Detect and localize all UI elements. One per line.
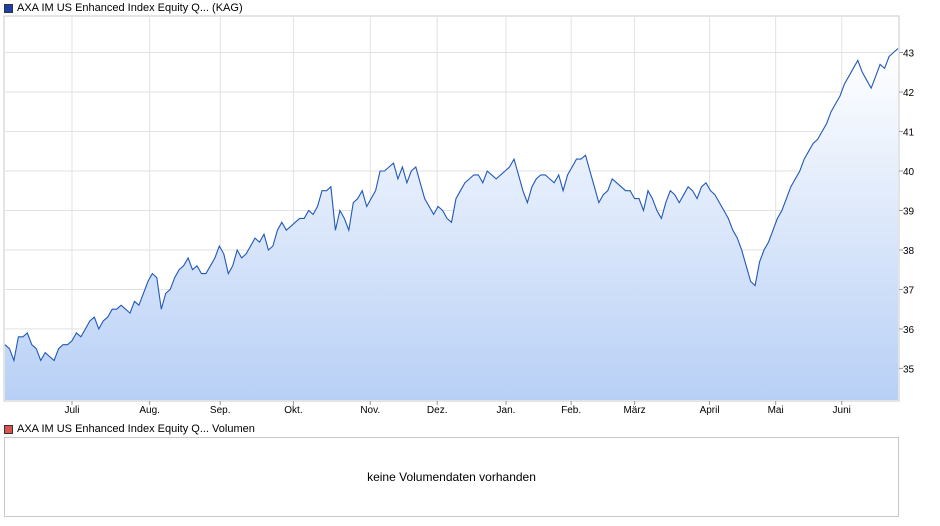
price-line (4, 48, 899, 363)
x-tick-label-Feb.: Feb. (561, 405, 581, 416)
y-tick-label-36: 36 (903, 325, 915, 336)
x-tick-label-April: April (700, 405, 720, 416)
y-tick-label-39: 39 (903, 206, 915, 217)
price-legend-label: AXA IM US Enhanced Index Equity Q... (KA… (17, 2, 243, 14)
price-chart: 35 36 37 38 39 40 41 42 43 Juli Aug. Sep. Okt. Nov. D… (3, 15, 915, 416)
y-tick-label-38: 38 (903, 246, 915, 257)
x-tick-label-Mai: Mai (768, 405, 784, 416)
x-tick-label-Jan.: Jan. (497, 405, 516, 416)
price-legend: AXA IM US Enhanced Index Equity Q... (KA… (4, 1, 243, 15)
volume-legend: AXA IM US Enhanced Index Equity Q... Vol… (4, 422, 255, 436)
y-tick-label-42: 42 (903, 88, 915, 99)
x-tick-label-Nov.: Nov. (360, 405, 380, 416)
no-volume-message: keine Volumendaten vorhanden (367, 470, 536, 484)
x-tick-label-Sep.: Sep. (210, 405, 231, 416)
x-tick-label-Juli: Juli (64, 405, 79, 416)
price-area (5, 48, 898, 400)
price-legend-swatch (4, 3, 13, 13)
y-axis-ticks: 35 36 37 38 39 40 41 42 43 (899, 49, 915, 375)
y-tick-label-40: 40 (903, 167, 915, 178)
x-tick-label-März: März (623, 405, 645, 416)
y-tick-label-37: 37 (903, 285, 915, 296)
x-tick-label-Okt.: Okt. (284, 405, 302, 416)
y-tick-label-41: 41 (903, 128, 915, 139)
y-tick-label-43: 43 (903, 49, 915, 60)
x-tick-label-Dez.: Dez. (427, 405, 448, 416)
x-tick-label-Aug.: Aug. (139, 405, 160, 416)
x-axis-ticks: Juli Aug. Sep. Okt. Nov. Dez. Jan. Feb. März Apri… (64, 401, 851, 416)
x-tick-label-Juni: Juni (833, 405, 851, 416)
volume-legend-label: AXA IM US Enhanced Index Equity Q... Vol… (17, 423, 255, 435)
volume-panel: keine Volumendaten vorhanden (4, 437, 899, 517)
y-tick-label-35: 35 (903, 364, 915, 375)
volume-legend-swatch (4, 424, 13, 434)
